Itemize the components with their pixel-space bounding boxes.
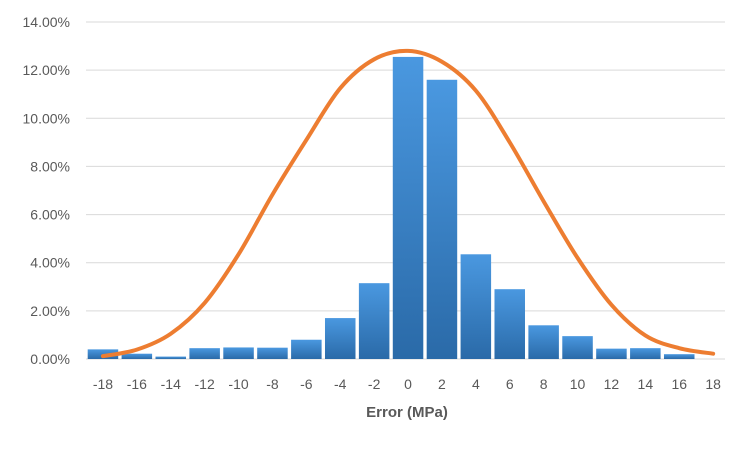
x-tick-label: -10 xyxy=(228,376,248,392)
x-tick-label: 6 xyxy=(506,376,514,392)
x-tick-label: 12 xyxy=(604,376,620,392)
histogram-bar xyxy=(291,339,322,359)
histogram-bar xyxy=(223,347,254,359)
x-tick-label: -18 xyxy=(93,376,113,392)
histogram-bar xyxy=(121,353,153,359)
histogram-bar xyxy=(494,289,525,359)
histogram-bar xyxy=(528,325,559,359)
histogram-bar xyxy=(562,336,593,359)
histogram-bar xyxy=(324,318,356,359)
y-tick-label: 4.00% xyxy=(30,255,70,271)
x-tick-label: 18 xyxy=(705,376,721,392)
y-axis-tick-labels: 0.00% 2.00% 4.00% 6.00% 8.00% 10.00% 12.00% 14.… xyxy=(23,14,70,367)
x-tick-label: 4 xyxy=(472,376,480,392)
y-tick-label: 12.00% xyxy=(23,62,70,78)
x-tick-label: -12 xyxy=(195,376,215,392)
x-tick-label: -8 xyxy=(266,376,279,392)
histogram-bar xyxy=(460,254,492,359)
x-tick-label: -14 xyxy=(161,376,181,392)
normal-curve-line xyxy=(100,48,716,359)
histogram-bar xyxy=(596,348,627,359)
x-tick-label: 0 xyxy=(404,376,412,392)
histogram-bar xyxy=(189,348,220,359)
x-tick-label: 10 xyxy=(570,376,586,392)
x-tick-label: 16 xyxy=(671,376,687,392)
y-tick-label: 2.00% xyxy=(30,303,70,319)
x-tick-label: 2 xyxy=(438,376,446,392)
x-axis-tick-labels: -18 -16 -14 -12 -10 -8 -6 -4 -2 0 2 4 6 8 10 12 14 16 18 xyxy=(93,376,721,392)
x-tick-label: 14 xyxy=(638,376,654,392)
histogram-bar xyxy=(630,348,661,359)
y-tick-label: 0.00% xyxy=(30,351,70,367)
histogram-bar xyxy=(257,347,288,359)
y-tick-label: 10.00% xyxy=(23,110,70,126)
y-tick-label: 8.00% xyxy=(30,158,70,174)
histogram-bar xyxy=(426,79,458,360)
x-tick-label: -4 xyxy=(334,376,347,392)
x-tick-label: 8 xyxy=(540,376,548,392)
histogram-bar xyxy=(392,56,424,360)
x-tick-label: -16 xyxy=(127,376,147,392)
y-tick-label: 6.00% xyxy=(30,207,70,223)
normal-curve-series xyxy=(100,48,716,359)
y-tick-label: 14.00% xyxy=(23,14,70,30)
histogram-bar xyxy=(663,354,695,359)
x-axis-title: Error (MPa) xyxy=(366,404,448,421)
x-tick-label: -2 xyxy=(368,376,381,392)
histogram-bar xyxy=(155,356,187,359)
histogram-bar xyxy=(358,283,390,359)
bar-series xyxy=(87,56,695,360)
x-tick-label: -6 xyxy=(300,376,313,392)
